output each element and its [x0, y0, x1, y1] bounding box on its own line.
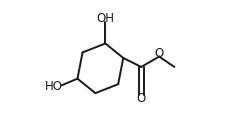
Text: HO: HO: [44, 80, 62, 93]
Text: O: O: [154, 47, 163, 60]
Text: O: O: [136, 92, 145, 105]
Text: OH: OH: [96, 12, 114, 25]
